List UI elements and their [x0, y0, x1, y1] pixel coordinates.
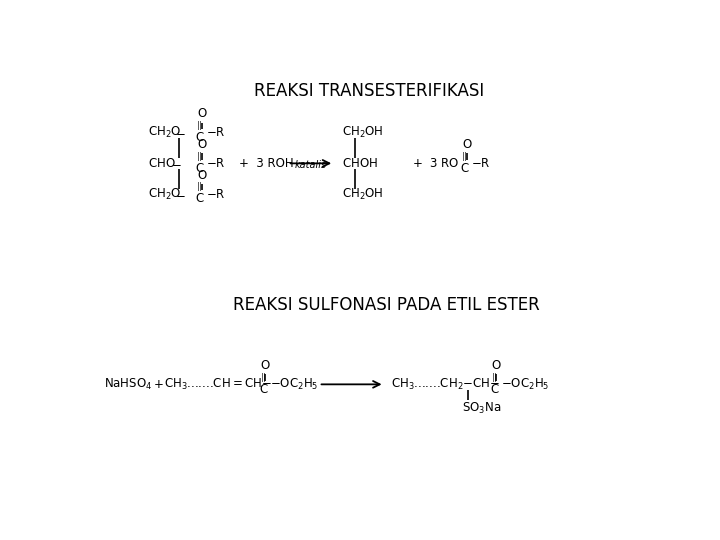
Text: $\mathregular{-OC_2H_5}$: $\mathregular{-OC_2H_5}$: [500, 377, 549, 392]
Text: O: O: [197, 138, 206, 151]
Text: $-$R: $-$R: [472, 157, 491, 170]
Text: $\mathregular{\overset{||}{C}}$: $\mathregular{\overset{||}{C}}$: [461, 151, 470, 176]
Text: O: O: [261, 359, 270, 372]
Text: $-$: $-$: [176, 188, 186, 201]
Text: $\mathregular{\overset{||}{C}}$: $\mathregular{\overset{||}{C}}$: [195, 151, 205, 176]
Text: $-$R: $-$R: [206, 126, 226, 139]
Text: REAKSI TRANSESTERIFIKASI: REAKSI TRANSESTERIFIKASI: [254, 82, 484, 100]
Text: REAKSI SULFONASI PADA ETIL ESTER: REAKSI SULFONASI PADA ETIL ESTER: [233, 296, 540, 314]
Text: $\mathregular{\overset{||}{C}}$: $\mathregular{\overset{||}{C}}$: [490, 372, 500, 396]
Text: $\mathregular{CH_2OH}$: $\mathregular{CH_2OH}$: [342, 125, 384, 140]
Text: O: O: [197, 107, 206, 120]
Text: $\mathregular{CH_2OH}$: $\mathregular{CH_2OH}$: [342, 187, 384, 202]
Text: $\mathregular{SO_3Na}$: $\mathregular{SO_3Na}$: [462, 401, 501, 416]
Text: $+$  3 RO: $+$ 3 RO: [412, 157, 459, 170]
Text: $\mathregular{\overset{||}{C}}$: $\mathregular{\overset{||}{C}}$: [259, 372, 269, 396]
Text: $\mathregular{-OC_2H_5}$: $\mathregular{-OC_2H_5}$: [270, 377, 318, 392]
Text: $-$: $-$: [171, 157, 181, 170]
Text: $-$R: $-$R: [206, 188, 226, 201]
Text: +: +: [153, 378, 163, 391]
Text: O: O: [492, 359, 500, 372]
Text: $\mathregular{CH_3}$.......$\mathregular{CH{=}CH{-}}$: $\mathregular{CH_3}$.......$\mathregular…: [163, 377, 271, 392]
Text: O: O: [197, 169, 206, 182]
Text: $\mathregular{CHOH}$: $\mathregular{CHOH}$: [342, 157, 378, 170]
Text: $\mathregular{CHO}$: $\mathregular{CHO}$: [148, 157, 176, 170]
Text: O: O: [462, 138, 472, 151]
Text: $\mathregular{NaHSO_4}$: $\mathregular{NaHSO_4}$: [104, 377, 153, 392]
Text: +  3 ROH: + 3 ROH: [239, 157, 294, 170]
Text: katalis: katalis: [294, 159, 327, 170]
Text: $\mathregular{CH_2O}$: $\mathregular{CH_2O}$: [148, 187, 181, 202]
Text: $\mathregular{CH_3}$.......$\mathregular{CH_2{-}CH{-}}$: $\mathregular{CH_3}$.......$\mathregular…: [391, 377, 500, 392]
Text: $\mathregular{CH_2O}$: $\mathregular{CH_2O}$: [148, 125, 181, 140]
Text: $-$: $-$: [176, 126, 186, 139]
Text: $\mathregular{\overset{||}{C}}$: $\mathregular{\overset{||}{C}}$: [195, 120, 205, 145]
Text: $-$R: $-$R: [206, 157, 226, 170]
Text: $\mathregular{\overset{||}{C}}$: $\mathregular{\overset{||}{C}}$: [195, 182, 205, 206]
